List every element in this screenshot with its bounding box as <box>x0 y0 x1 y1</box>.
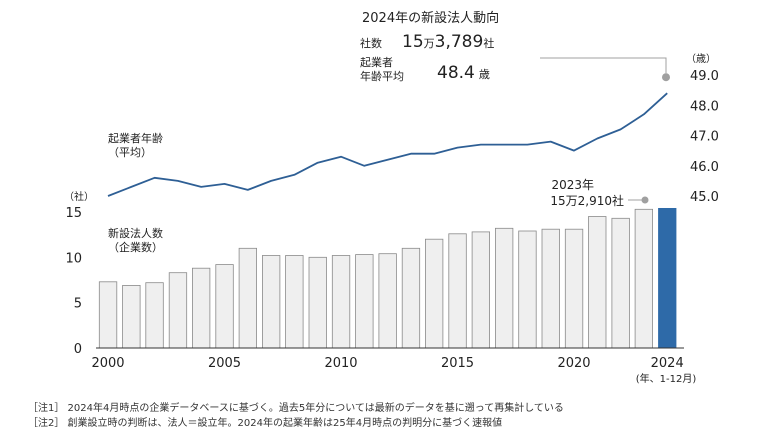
bar-2015 <box>448 233 467 349</box>
x-tick-2024: 2024 <box>651 356 684 371</box>
bar-2016 <box>471 231 491 349</box>
bar-2008 <box>285 255 304 349</box>
tick-labels: 0 5 10 15 45.0 46.0 47.0 48.0 49.0 2000 2005 2010 20… <box>65 69 719 371</box>
bar-2002 <box>145 282 164 349</box>
bar-2004 <box>191 267 211 349</box>
bar-series-sublabel: （企業数） <box>108 240 163 254</box>
x-tick-2000: 2000 <box>91 356 124 371</box>
annotation-2023-marker <box>641 196 649 204</box>
line-y-tick-49.0: 49.0 <box>690 69 719 84</box>
bar-2023 <box>634 208 653 349</box>
x-tick-2010: 2010 <box>324 356 357 371</box>
bar-2021 <box>588 216 607 349</box>
bar-2012 <box>378 253 397 349</box>
x-last-sublabel: (年、1-12月) <box>636 372 697 385</box>
line-series-label: 起業者年齢 <box>108 131 163 145</box>
bar-y-tick-15: 15 <box>65 206 82 221</box>
bar-series <box>98 207 677 349</box>
bar-series-label: 新設法人数 <box>108 226 163 240</box>
line-series <box>107 92 668 197</box>
bar-y-tick-5: 5 <box>74 297 82 312</box>
x-tick-2005: 2005 <box>208 356 241 371</box>
x-tick-2015: 2015 <box>441 356 474 371</box>
line-y-tick-45.0: 45.0 <box>690 190 719 205</box>
line-series-sublabel: （平均） <box>108 146 152 159</box>
bar-2020 <box>564 228 584 349</box>
annotation-2023-line2: 15万2,910社 <box>550 193 624 208</box>
bar-axis-unit: （社） <box>64 190 94 203</box>
bar-2001 <box>122 284 141 349</box>
bar-2014 <box>424 238 444 349</box>
summary-marker <box>662 73 670 82</box>
callouts <box>540 57 670 204</box>
companies-value: 15万3,789社 <box>402 32 494 52</box>
bar-2005 <box>215 264 234 349</box>
bar-2018 <box>518 230 537 349</box>
age-value: 48.4 歳 <box>437 63 490 83</box>
companies-label: 社数 <box>360 36 382 50</box>
bar-2000 <box>98 281 118 349</box>
bar-2009 <box>308 256 327 349</box>
line-y-tick-48.0: 48.0 <box>690 99 719 114</box>
age-label-line2: 年齢平均 <box>360 69 404 83</box>
note-2: ［注2］ 創業設立時の判断は、法人＝設立年。2024年の起業年齢は25年4月時点… <box>28 418 503 429</box>
bar-2019 <box>541 228 560 349</box>
summary-leader-line <box>540 57 667 74</box>
bar-2013 <box>401 247 421 349</box>
age-label-line1: 起業者 <box>360 56 393 69</box>
bar-y-tick-0: 0 <box>74 342 82 357</box>
x-tick-2020: 2020 <box>557 356 590 371</box>
bar-2022 <box>611 217 630 349</box>
summary-title: 2024年の新設法人動向 <box>362 10 499 26</box>
annotation-2023-line1: 2023年 <box>551 178 594 192</box>
bar-2017 <box>494 227 514 349</box>
bar-2024 <box>658 207 677 349</box>
line-y-tick-47.0: 47.0 <box>690 130 719 145</box>
age-line <box>107 92 668 197</box>
bar-y-tick-10: 10 <box>65 251 82 266</box>
bar-2003 <box>168 272 188 349</box>
note-1: ［注1］ 2024年4月時点の企業データベースに基づく。過去5年分については最新… <box>28 403 564 414</box>
line-y-tick-46.0: 46.0 <box>690 160 719 175</box>
line-axis-unit: （歳） <box>686 53 716 65</box>
bar-2011 <box>355 254 374 349</box>
bar-2006 <box>238 247 258 349</box>
bar-2007 <box>261 255 281 349</box>
bar-2010 <box>331 255 351 349</box>
